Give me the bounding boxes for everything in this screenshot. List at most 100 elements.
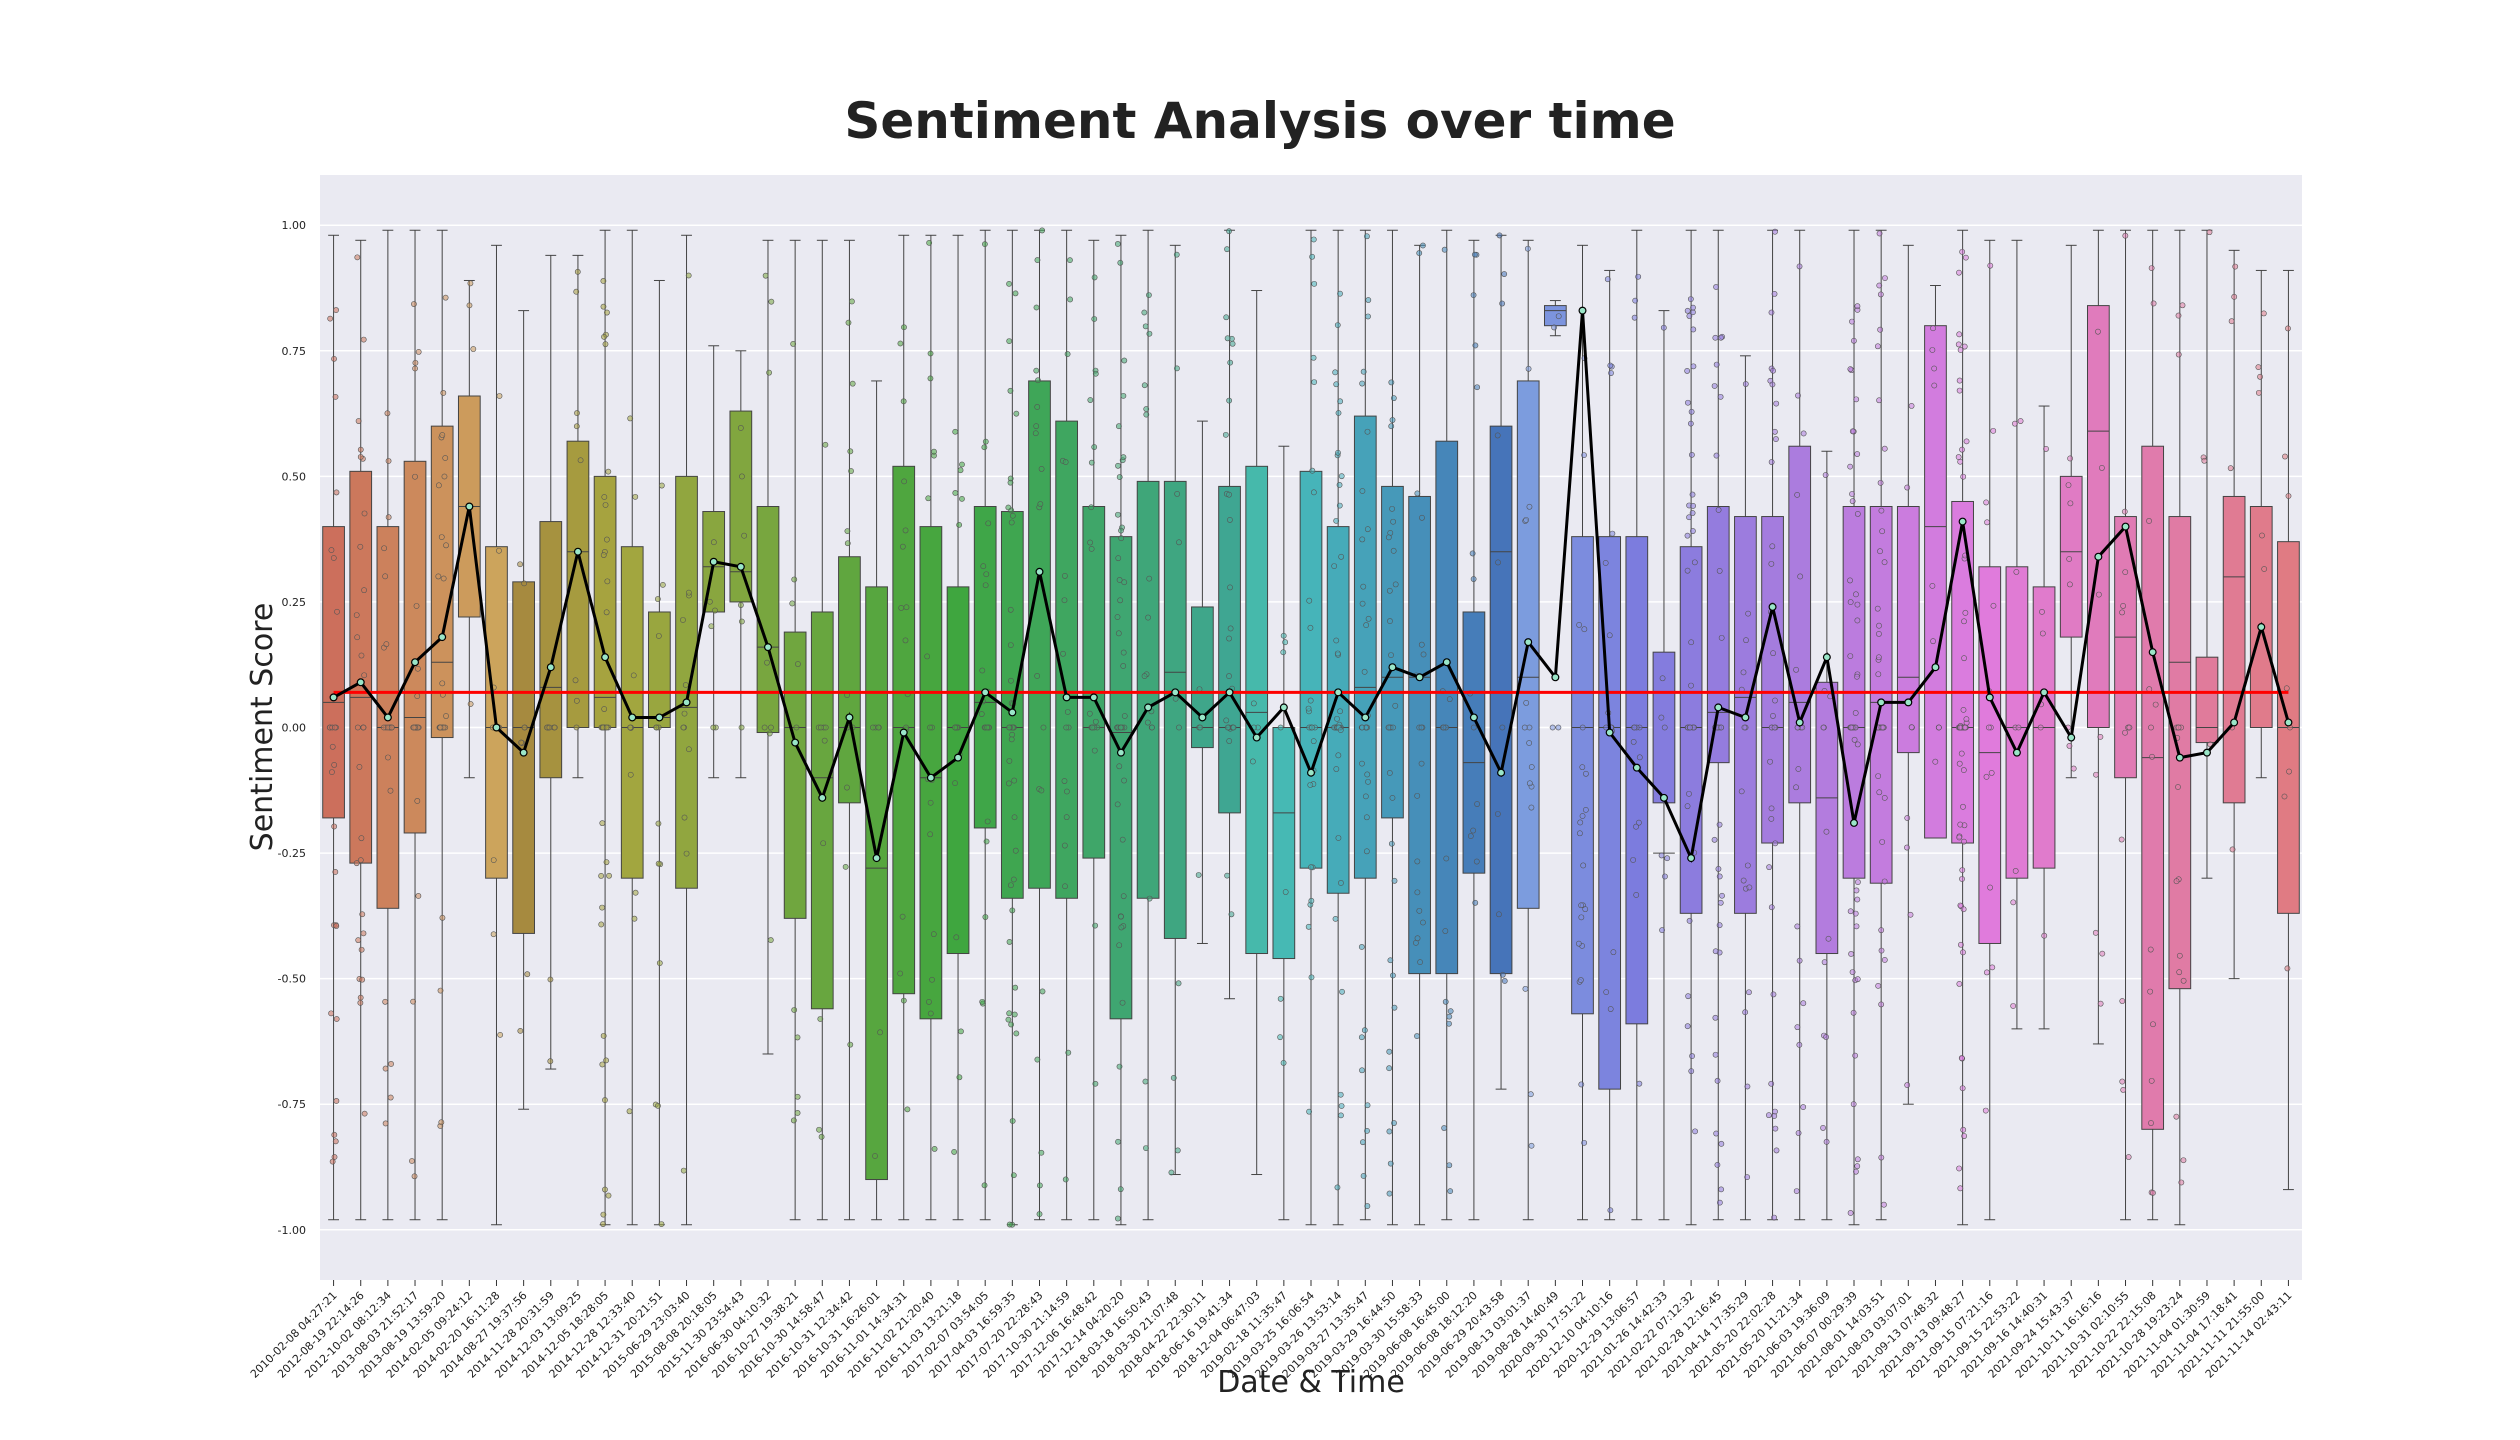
trend-point bbox=[411, 658, 420, 667]
data-point bbox=[1142, 323, 1149, 330]
y-tick-label: -0.25 bbox=[278, 847, 306, 860]
data-point bbox=[442, 294, 449, 301]
data-point bbox=[1282, 639, 1289, 646]
box-0 bbox=[322, 234, 345, 1221]
data-point bbox=[659, 581, 666, 588]
data-point bbox=[1120, 454, 1127, 461]
data-point bbox=[1364, 1203, 1371, 1209]
data-point bbox=[1847, 599, 1854, 605]
data-point bbox=[1875, 982, 1882, 989]
data-point bbox=[1961, 1133, 1968, 1139]
data-point bbox=[1310, 354, 1317, 361]
data-point bbox=[414, 665, 421, 672]
data-point bbox=[817, 724, 824, 731]
data-point bbox=[1636, 754, 1643, 761]
data-point bbox=[333, 1098, 340, 1104]
data-point bbox=[466, 302, 473, 309]
data-point bbox=[357, 994, 364, 1001]
data-point bbox=[1361, 668, 1368, 675]
data-point bbox=[490, 931, 497, 938]
data-point bbox=[985, 520, 992, 527]
data-point bbox=[602, 341, 609, 348]
data-point bbox=[1309, 467, 1316, 474]
data-point bbox=[1338, 880, 1344, 886]
data-point bbox=[658, 1221, 665, 1228]
data-point bbox=[604, 309, 610, 316]
data-point bbox=[2148, 724, 2154, 731]
data-point bbox=[1364, 233, 1370, 240]
data-point bbox=[1608, 370, 1614, 376]
data-point bbox=[2010, 1003, 2017, 1009]
data-point bbox=[1578, 914, 1585, 921]
trend-point bbox=[2121, 522, 2130, 531]
data-point bbox=[983, 571, 990, 578]
box-body bbox=[756, 506, 780, 734]
data-point bbox=[656, 960, 663, 966]
data-point bbox=[496, 547, 502, 554]
data-point bbox=[1631, 314, 1638, 321]
data-point bbox=[443, 713, 449, 719]
data-point bbox=[627, 724, 634, 731]
data-point bbox=[1226, 673, 1232, 679]
data-point bbox=[1768, 459, 1775, 465]
trend-point bbox=[1822, 653, 1831, 662]
box-18 bbox=[810, 239, 834, 1221]
box-15 bbox=[729, 350, 753, 779]
trend-point bbox=[1632, 763, 1641, 772]
trend-point bbox=[2094, 552, 2103, 561]
box-body bbox=[430, 425, 454, 739]
data-point bbox=[1364, 428, 1371, 435]
data-point bbox=[603, 609, 610, 616]
data-point bbox=[1855, 879, 1861, 886]
data-point bbox=[332, 393, 339, 400]
trend-point bbox=[981, 688, 990, 697]
data-point bbox=[1875, 773, 1882, 779]
data-point bbox=[791, 576, 798, 583]
data-point bbox=[437, 724, 444, 731]
data-point bbox=[1390, 724, 1396, 731]
data-point bbox=[1795, 1130, 1802, 1136]
data-point bbox=[1768, 815, 1775, 822]
box-66 bbox=[2114, 229, 2137, 1221]
data-point bbox=[1309, 724, 1315, 731]
data-point bbox=[1987, 262, 1994, 269]
trend-point bbox=[899, 728, 908, 737]
data-point bbox=[1145, 614, 1151, 621]
data-point bbox=[1277, 995, 1284, 1002]
data-point bbox=[599, 904, 606, 911]
box-body bbox=[1353, 415, 1377, 879]
data-point bbox=[2257, 373, 2263, 380]
data-point bbox=[680, 1167, 687, 1174]
data-point bbox=[2284, 965, 2291, 972]
data-point bbox=[2175, 784, 2181, 790]
data-point bbox=[353, 612, 360, 618]
data-point bbox=[361, 672, 368, 679]
data-point bbox=[1765, 1112, 1772, 1119]
data-point bbox=[387, 787, 394, 794]
data-point bbox=[1961, 618, 1967, 625]
data-point bbox=[848, 468, 854, 474]
y-tick-label: 0.75 bbox=[282, 345, 307, 358]
data-point bbox=[1494, 432, 1501, 439]
data-point bbox=[1062, 459, 1069, 465]
data-point bbox=[1416, 907, 1423, 914]
box-body bbox=[2249, 506, 2273, 728]
data-point bbox=[1174, 1147, 1181, 1154]
data-point bbox=[602, 1186, 608, 1193]
box-body bbox=[485, 546, 508, 879]
data-point bbox=[1009, 512, 1016, 519]
data-point bbox=[2152, 701, 2159, 708]
box-4 bbox=[430, 229, 454, 1221]
data-point bbox=[2039, 608, 2045, 615]
data-point bbox=[1363, 622, 1370, 628]
data-point bbox=[1389, 505, 1395, 512]
data-point bbox=[1116, 474, 1123, 480]
data-point bbox=[849, 298, 855, 305]
data-point bbox=[1092, 1080, 1099, 1087]
data-point bbox=[1007, 882, 1014, 889]
data-point bbox=[1006, 1221, 1013, 1228]
data-point bbox=[412, 365, 418, 372]
data-point bbox=[1013, 1030, 1020, 1037]
data-point bbox=[2149, 753, 2155, 760]
data-point bbox=[2037, 724, 2044, 731]
